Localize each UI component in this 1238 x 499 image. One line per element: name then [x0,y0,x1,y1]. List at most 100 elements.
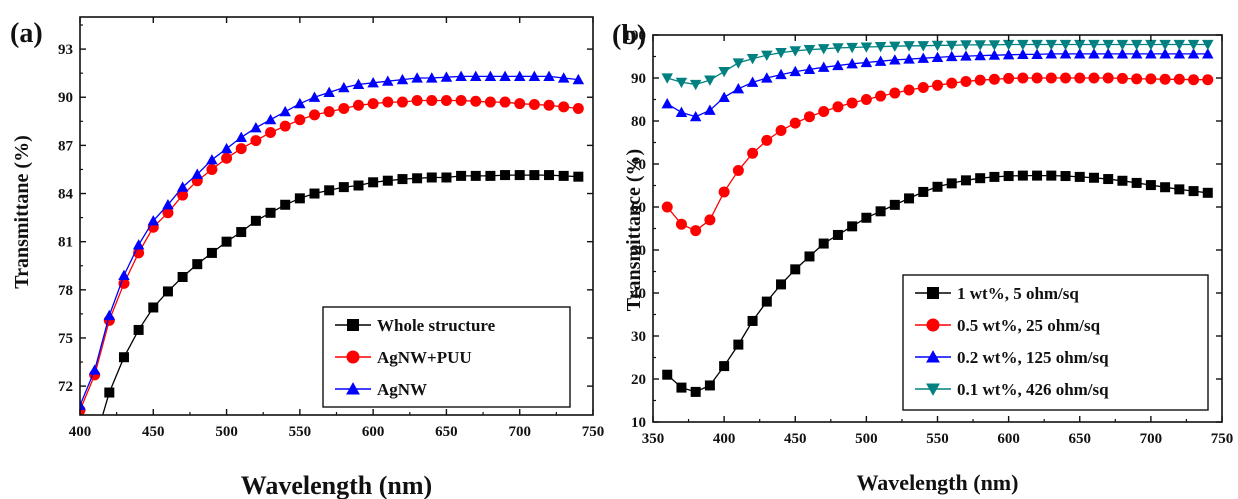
data-point [931,51,944,62]
y-axis-label: Transmittane (%) [11,135,33,289]
data-point [1116,48,1129,59]
data-point [1060,171,1071,182]
data-point [989,171,1000,182]
legend-label: 0.2 wt%, 125 ohm/sq [957,348,1109,367]
data-point [932,181,943,192]
data-point [75,485,85,495]
y-axis-label: Transmittance (%) [623,149,645,311]
y-tick-label: 93 [58,42,73,58]
data-point [206,163,218,175]
data-point [818,238,829,249]
data-point [932,79,943,91]
data-point [411,94,423,106]
data-point [874,42,887,53]
data-point [675,218,687,230]
x-axis-label: Wavelength (nm) [857,470,1019,495]
data-point [1202,48,1214,59]
x-tick-label: 600 [997,431,1020,447]
data-point [1003,171,1014,182]
y-tick-label: 70 [631,157,646,173]
data-point [558,101,570,113]
data-point [960,75,972,87]
legend-marker [346,350,360,364]
data-point [1187,48,1200,59]
data-point [775,68,787,80]
data-point [1059,48,1072,59]
x-tick-label: 650 [435,424,458,440]
data-point [206,247,217,258]
y-tick-label: 50 [631,243,646,259]
data-point [918,186,929,197]
y-tick-label: 40 [631,286,646,302]
panel-b: 350 400 450 500 550 600 650 700 750 10 20 30 40 50 60 7… [612,20,1233,495]
legend-label: 0.1 wt%, 426 ohm/sq [957,380,1109,399]
legend-label: AgNW+PUU [377,348,472,367]
data-point [1130,39,1143,51]
y-tick-label: 84 [58,187,74,203]
data-point [382,75,394,86]
data-point [903,41,915,52]
data-point [875,90,887,102]
data-point [946,77,958,89]
data-point [176,181,189,192]
x-tick-label: 500 [215,424,238,440]
data-point [1173,39,1186,51]
data-point [690,225,702,237]
data-point [903,84,915,96]
data-point [162,286,173,297]
data-point [917,41,930,52]
data-point [544,170,555,181]
x-tick-label: 700 [1140,431,1163,447]
data-point [1174,184,1185,195]
x-tick-label: 750 [582,424,605,440]
data-point [846,97,858,109]
data-point [803,45,816,56]
data-point [1088,48,1100,59]
y-tick-label: 100 [624,28,647,44]
data-point [338,81,350,93]
data-point [1131,177,1142,188]
data-point [1031,48,1043,59]
data-point [323,86,335,98]
x-tick-label: 450 [784,431,807,447]
data-point [514,170,525,181]
x-axis-label: Wavelength (nm) [241,471,432,499]
data-point [875,206,886,217]
data-point [861,212,872,223]
data-point [790,264,801,275]
data-point [147,215,160,226]
data-point [1102,48,1114,59]
data-point [1131,73,1143,85]
data-point [860,42,873,53]
y-tick-label: 78 [58,283,73,299]
data-point [264,113,277,125]
data-point [573,171,584,182]
data-point [874,55,887,66]
legend: 1 wt%, 5 ohm/sq 0.5 wt%, 25 ohm/sq 0.2 wt%… [902,274,1209,411]
data-point [889,87,901,99]
data-point [733,339,744,350]
data-point [484,70,497,81]
data-point [1159,48,1171,59]
y-tick-label: 10 [631,415,646,431]
data-point [294,193,305,204]
data-point [80,399,86,410]
data-point [1017,39,1029,51]
data-point [817,44,830,55]
data-point [789,46,801,57]
data-point [118,269,130,280]
data-point [265,207,276,218]
data-point [382,175,393,186]
data-point [294,97,306,109]
data-point [397,174,408,185]
data-point [1202,74,1214,86]
data-point [221,152,233,164]
data-point [1060,72,1072,84]
data-point [846,58,858,69]
data-point [1188,74,1200,86]
data-point [250,215,261,226]
x-tick-label: 650 [1069,431,1092,447]
data-point [250,135,262,147]
data-point [889,41,901,52]
data-point [1130,48,1143,59]
